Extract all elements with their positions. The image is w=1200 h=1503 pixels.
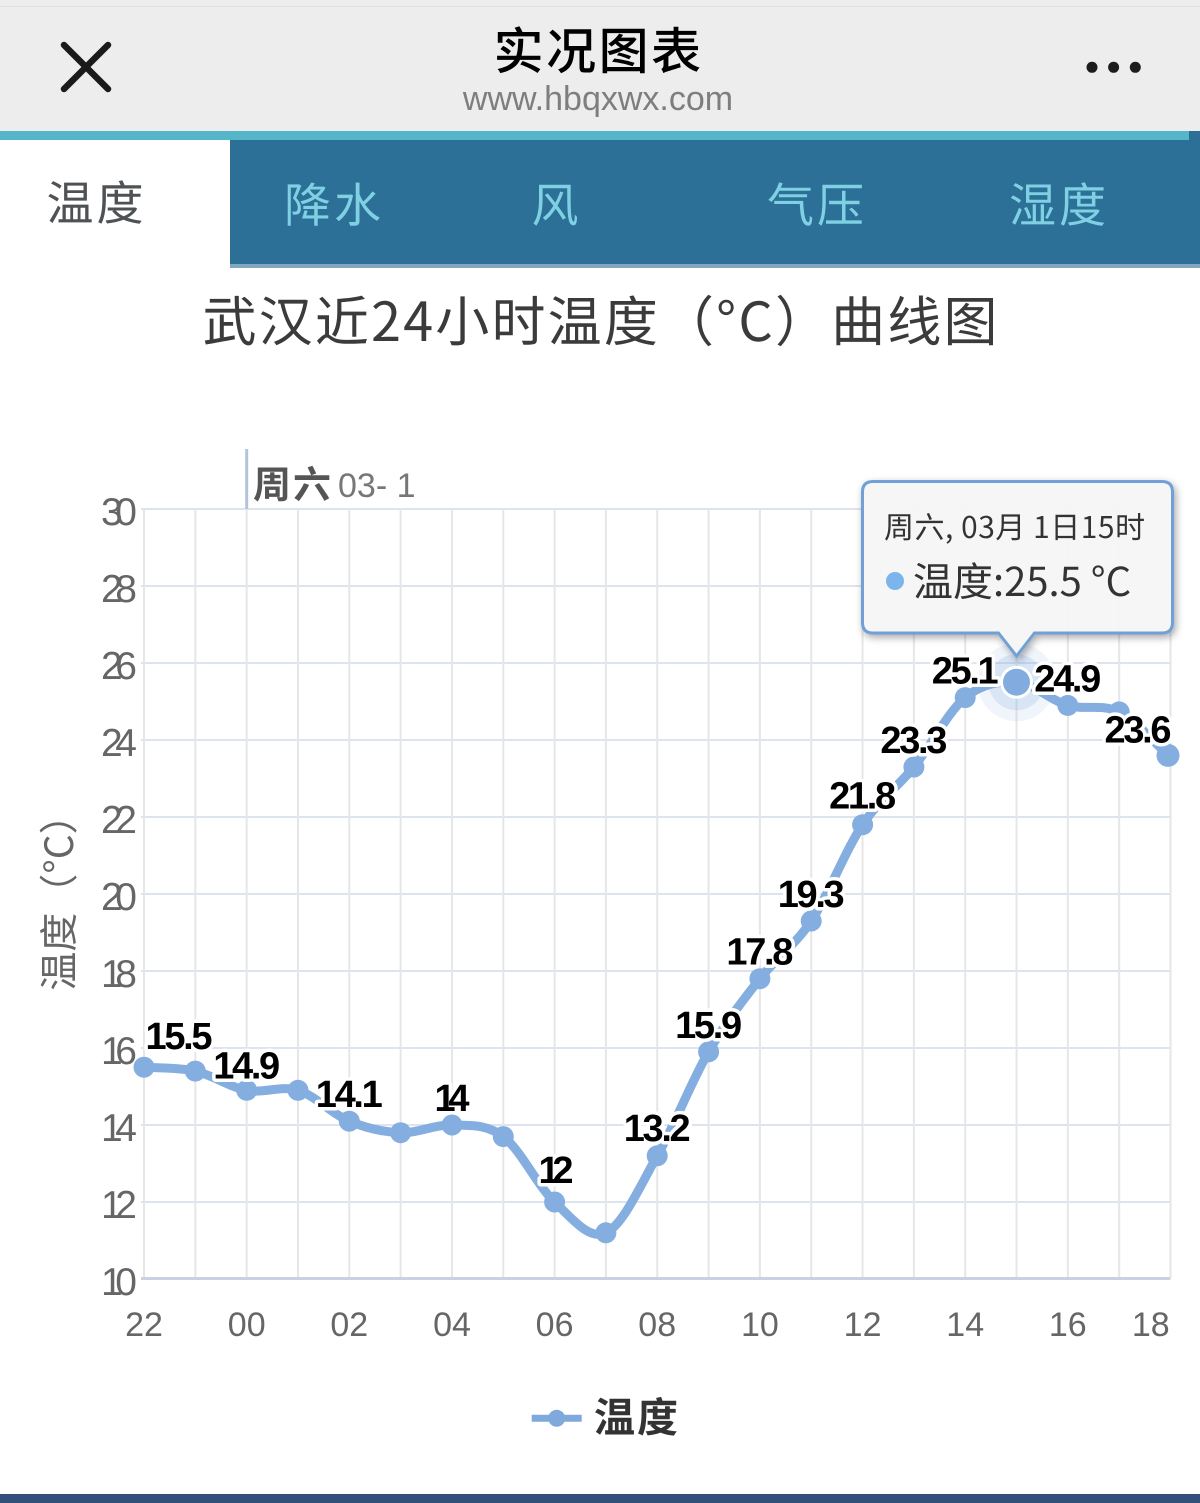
svg-text:13.2: 13.2 xyxy=(624,1108,691,1150)
svg-text:23.6: 23.6 xyxy=(1105,709,1172,751)
svg-text:12: 12 xyxy=(844,1306,882,1344)
svg-text:03- 1: 03- 1 xyxy=(338,467,416,505)
svg-text:26: 26 xyxy=(101,645,137,688)
svg-text:24: 24 xyxy=(101,722,137,765)
svg-text:17.8: 17.8 xyxy=(726,932,793,974)
svg-text:15.5: 15.5 xyxy=(146,1016,213,1058)
svg-text:17.8: 17.8 xyxy=(726,932,793,974)
svg-text:19.3: 19.3 xyxy=(778,874,845,916)
svg-text:12: 12 xyxy=(539,1150,574,1192)
svg-text:15.9: 15.9 xyxy=(675,1005,742,1047)
svg-text:25.1: 25.1 xyxy=(932,651,999,693)
svg-text:19.3: 19.3 xyxy=(778,874,845,916)
svg-text:25.1: 25.1 xyxy=(932,651,999,693)
svg-text:23.3: 23.3 xyxy=(880,720,947,762)
svg-text:18: 18 xyxy=(101,953,137,996)
svg-text:10: 10 xyxy=(741,1306,779,1344)
svg-text:15.9: 15.9 xyxy=(675,1005,742,1047)
svg-text:16: 16 xyxy=(101,1030,137,1073)
svg-text:20: 20 xyxy=(101,876,137,919)
svg-text:21.8: 21.8 xyxy=(829,776,896,818)
svg-text:13.2: 13.2 xyxy=(624,1108,691,1150)
svg-text:21.8: 21.8 xyxy=(829,776,896,818)
svg-text:24.9: 24.9 xyxy=(1034,658,1101,700)
svg-text:14.9: 14.9 xyxy=(213,1045,280,1087)
svg-text:30: 30 xyxy=(101,491,137,534)
svg-text:14: 14 xyxy=(435,1078,470,1120)
svg-text:00: 00 xyxy=(228,1306,266,1344)
svg-text:08: 08 xyxy=(638,1306,676,1344)
svg-text:www.hbqxwx.com: www.hbqxwx.com xyxy=(462,80,733,118)
svg-text:24.9: 24.9 xyxy=(1034,658,1101,700)
svg-text:14: 14 xyxy=(101,1107,137,1150)
svg-text:28: 28 xyxy=(101,568,137,611)
svg-text:10: 10 xyxy=(101,1261,137,1304)
svg-text:15.5: 15.5 xyxy=(146,1016,213,1058)
svg-text:14: 14 xyxy=(946,1306,984,1344)
svg-text:23.3: 23.3 xyxy=(880,720,947,762)
svg-text:16: 16 xyxy=(1049,1306,1087,1344)
svg-text:14.9: 14.9 xyxy=(213,1045,280,1087)
svg-text:12: 12 xyxy=(539,1150,574,1192)
svg-text:14.1: 14.1 xyxy=(316,1074,383,1116)
svg-text:14.1: 14.1 xyxy=(316,1074,383,1116)
svg-text:12: 12 xyxy=(101,1184,137,1227)
svg-text:23.6: 23.6 xyxy=(1105,709,1172,751)
svg-text:06: 06 xyxy=(536,1306,574,1344)
svg-text:22: 22 xyxy=(101,799,137,842)
svg-text:14: 14 xyxy=(435,1078,470,1120)
svg-text:02: 02 xyxy=(330,1306,368,1344)
svg-text:18: 18 xyxy=(1132,1306,1170,1344)
svg-text:22: 22 xyxy=(125,1306,163,1344)
svg-text:04: 04 xyxy=(433,1306,471,1344)
